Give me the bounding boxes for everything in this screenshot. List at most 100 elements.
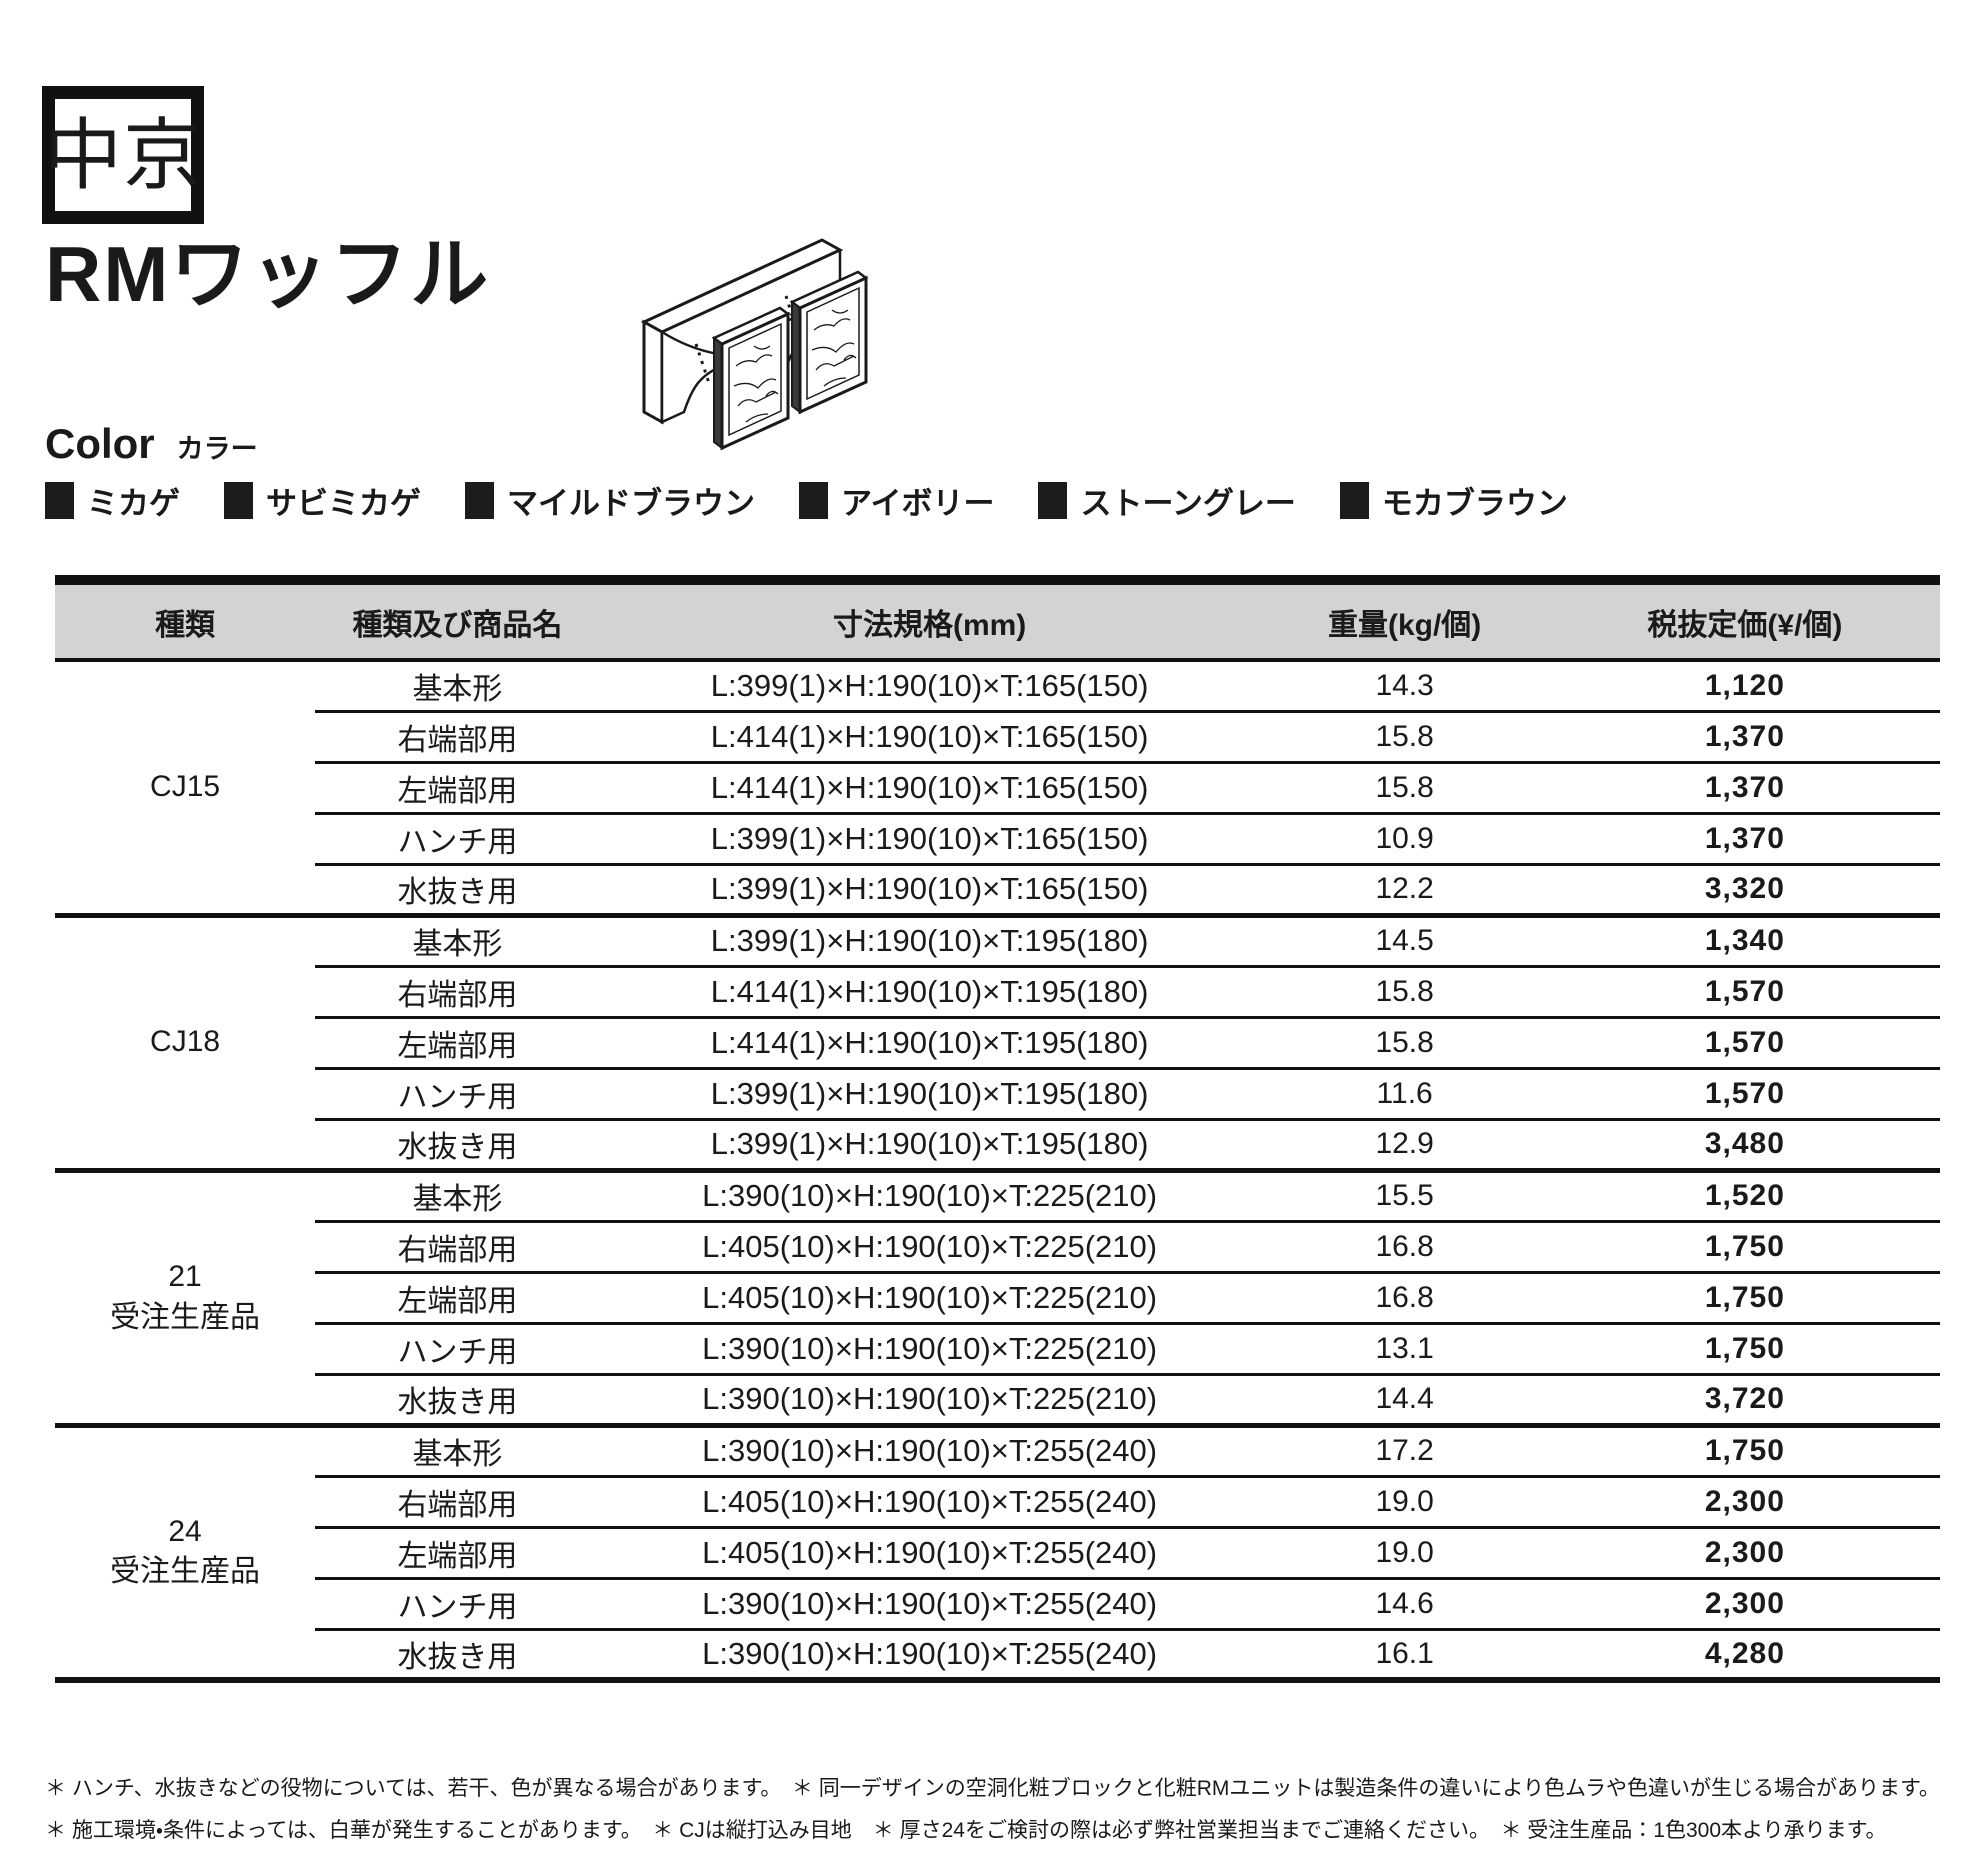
weight-cell: 19.0 <box>1259 1474 1550 1527</box>
color-label: サビミカゲ <box>266 486 421 521</box>
dimensions-cell: L:414(1)×H:190(10)×T:165(150) <box>599 709 1260 762</box>
product-name-cell: 左端部用 <box>315 1525 600 1578</box>
weight-cell: 11.6 <box>1259 1066 1550 1119</box>
weight-cell: 14.4 <box>1259 1372 1550 1425</box>
weight-cell: 16.8 <box>1259 1270 1550 1323</box>
brand-logo: 中京 <box>42 86 204 224</box>
product-name-cell: 水抜き用 <box>315 1627 600 1680</box>
spec-table-head: 種類 種類及び商品名 寸法規格(mm) 重量(kg/個) 税抜定価(¥/個) <box>55 580 1940 662</box>
weight-cell: 16.8 <box>1259 1219 1550 1272</box>
header-type: 種類 <box>55 580 316 662</box>
dimensions-cell: L:414(1)×H:190(10)×T:195(180) <box>599 1015 1260 1068</box>
table-row: 水抜き用 L:390(10)×H:190(10)×T:225(210) 14.4… <box>55 1372 1940 1425</box>
table-row: 右端部用 L:405(10)×H:190(10)×T:255(240) 19.0… <box>55 1474 1940 1527</box>
product-name-cell: 水抜き用 <box>315 862 600 915</box>
product-name-cell: ハンチ用 <box>315 811 600 864</box>
product-name-cell: 左端部用 <box>315 1015 600 1068</box>
color-swatch-icon <box>465 482 494 519</box>
color-swatch-icon <box>45 482 74 519</box>
color-heading-en: Color <box>45 420 155 467</box>
weight-cell: 12.9 <box>1259 1117 1550 1170</box>
price-cell: 1,120 <box>1549 660 1940 711</box>
price-cell: 2,300 <box>1549 1576 1940 1629</box>
color-heading-ja: カラー <box>176 434 258 464</box>
dimensions-cell: L:399(1)×H:190(10)×T:195(180) <box>599 912 1260 966</box>
type-sublabel: 受注生産品 <box>110 1300 261 1334</box>
weight-cell: 15.5 <box>1259 1167 1550 1221</box>
color-swatch-icon <box>224 482 253 519</box>
type-label: 24 <box>168 1514 202 1548</box>
footnotes: ＊ ハンチ、水抜きなどの役物については、若干、色が異なる場合があります。 ＊ 同… <box>45 1768 1955 1852</box>
table-row: 水抜き用 L:390(10)×H:190(10)×T:255(240) 16.1… <box>55 1627 1940 1680</box>
table-row: 水抜き用 L:399(1)×H:190(10)×T:165(150) 12.2 … <box>55 862 1940 915</box>
color-swatch-icon <box>799 482 828 519</box>
dimensions-cell: L:414(1)×H:190(10)×T:165(150) <box>599 760 1260 813</box>
table-row: 右端部用 L:405(10)×H:190(10)×T:225(210) 16.8… <box>55 1219 1940 1272</box>
weight-cell: 10.9 <box>1259 811 1550 864</box>
dimensions-cell: L:399(1)×H:190(10)×T:195(180) <box>599 1117 1260 1170</box>
price-cell: 3,320 <box>1549 862 1940 915</box>
color-label: アイボリー <box>841 486 995 521</box>
color-label: ストーングレー <box>1080 486 1296 521</box>
brand-logo-text: 中京 <box>44 111 203 199</box>
weight-cell: 14.6 <box>1259 1576 1550 1629</box>
table-row: ハンチ用 L:399(1)×H:190(10)×T:165(150) 10.9 … <box>55 811 1940 864</box>
weight-cell: 19.0 <box>1259 1525 1550 1578</box>
dimensions-cell: L:390(10)×H:190(10)×T:255(240) <box>599 1576 1260 1629</box>
price-cell: 1,570 <box>1549 1015 1940 1068</box>
weight-cell: 14.3 <box>1259 660 1550 711</box>
weight-cell: 15.8 <box>1259 760 1550 813</box>
table-row: 水抜き用 L:399(1)×H:190(10)×T:195(180) 12.9 … <box>55 1117 1940 1170</box>
weight-cell: 16.1 <box>1259 1627 1550 1680</box>
color-item: マイルドブラウン <box>465 478 755 523</box>
type-label: CJ15 <box>150 770 221 803</box>
price-cell: 1,750 <box>1549 1219 1940 1272</box>
price-cell: 4,280 <box>1549 1627 1940 1680</box>
table-row: 21 受注生産品 基本形 L:390(10)×H:190(10)×T:225(2… <box>55 1167 1940 1425</box>
spec-table-body: CJ15 基本形 L:399(1)×H:190(10)×T:165(150) 1… <box>55 660 1940 1680</box>
dimensions-cell: L:390(10)×H:190(10)×T:255(240) <box>599 1422 1260 1476</box>
dimensions-cell: L:405(10)×H:190(10)×T:255(240) <box>599 1474 1260 1527</box>
product-name-cell: 左端部用 <box>315 760 600 813</box>
footnote-line: ＊ ハンチ、水抜きなどの役物については、若干、色が異なる場合があります。 ＊ 同… <box>45 1777 1940 1800</box>
dimensions-cell: L:414(1)×H:190(10)×T:195(180) <box>599 964 1260 1017</box>
color-list: ミカゲ サビミカゲ マイルドブラウン アイボリー ストーングレー モカブラウン <box>45 478 1568 523</box>
product-name-cell: 基本形 <box>315 912 600 966</box>
price-cell: 3,720 <box>1549 1372 1940 1425</box>
product-name-cell: 左端部用 <box>315 1270 600 1323</box>
dimensions-cell: L:399(1)×H:190(10)×T:165(150) <box>599 660 1260 711</box>
product-name-cell: 右端部用 <box>315 1474 600 1527</box>
table-row: 左端部用 L:414(1)×H:190(10)×T:165(150) 15.8 … <box>55 760 1940 813</box>
table-row: CJ18 基本形 L:399(1)×H:190(10)×T:195(180) 1… <box>55 912 1940 1170</box>
table-row: 左端部用 L:414(1)×H:190(10)×T:195(180) 15.8 … <box>55 1015 1940 1068</box>
weight-cell: 15.8 <box>1259 709 1550 762</box>
weight-cell: 14.5 <box>1259 912 1550 966</box>
type-label: 21 <box>168 1260 202 1293</box>
product-name-cell: ハンチ用 <box>315 1576 600 1629</box>
dimensions-cell: L:405(10)×H:190(10)×T:225(210) <box>599 1270 1260 1323</box>
price-cell: 3,480 <box>1549 1117 1940 1170</box>
dimensions-cell: L:405(10)×H:190(10)×T:225(210) <box>599 1219 1260 1272</box>
dimensions-cell: L:399(1)×H:190(10)×T:165(150) <box>599 862 1260 915</box>
price-cell: 1,750 <box>1549 1422 1940 1476</box>
dimensions-cell: L:399(1)×H:190(10)×T:195(180) <box>599 1066 1260 1119</box>
dimensions-cell: L:390(10)×H:190(10)×T:225(210) <box>599 1372 1260 1425</box>
color-swatch-icon <box>1038 482 1068 519</box>
footnote-line: ＊ 施工環境・条件によっては、白華が発生することがあります。 ＊ CJは縦打込み… <box>45 1819 1887 1842</box>
spec-table: 種類 種類及び商品名 寸法規格(mm) 重量(kg/個) 税抜定価(¥/個) C… <box>55 575 1940 1683</box>
dimensions-cell: L:390(10)×H:190(10)×T:255(240) <box>599 1627 1260 1680</box>
table-row: 右端部用 L:414(1)×H:190(10)×T:165(150) 15.8 … <box>55 709 1940 762</box>
table-row: ハンチ用 L:390(10)×H:190(10)×T:255(240) 14.6… <box>55 1576 1940 1629</box>
product-name-cell: 右端部用 <box>315 709 600 762</box>
price-cell: 1,750 <box>1549 1270 1940 1323</box>
product-name-cell: 水抜き用 <box>315 1117 600 1170</box>
color-item: ミカゲ <box>45 478 180 523</box>
product-name-cell: 基本形 <box>315 1422 600 1476</box>
weight-cell: 15.8 <box>1259 964 1550 1017</box>
weight-cell: 17.2 <box>1259 1422 1550 1476</box>
weight-cell: 13.1 <box>1259 1321 1550 1374</box>
spec-table-container: 種類 種類及び商品名 寸法規格(mm) 重量(kg/個) 税抜定価(¥/個) C… <box>55 575 1940 1683</box>
table-row: CJ15 基本形 L:399(1)×H:190(10)×T:165(150) 1… <box>55 660 1940 915</box>
table-row: 左端部用 L:405(10)×H:190(10)×T:225(210) 16.8… <box>55 1270 1940 1323</box>
